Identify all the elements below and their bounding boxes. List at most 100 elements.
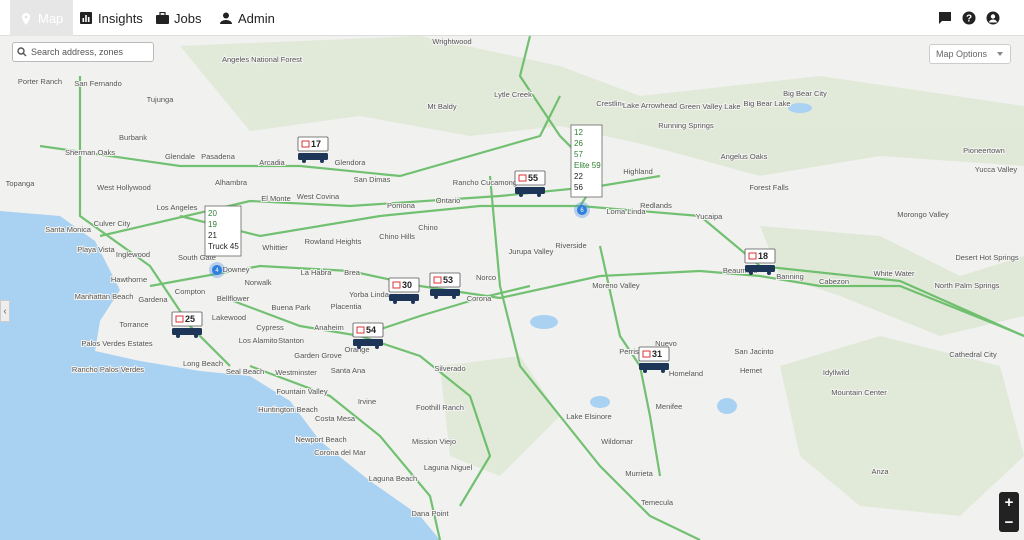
search-box[interactable]: Search address, zones — [12, 42, 154, 62]
cluster-item: 26 — [574, 139, 583, 148]
place-label: San Jacinto — [734, 347, 773, 356]
cluster-item: 56 — [574, 183, 583, 192]
zoom-out[interactable]: − — [999, 512, 1019, 532]
place-label: Yucca Valley — [975, 165, 1018, 174]
truck-wheel — [452, 295, 456, 299]
place-label: La Habra — [301, 268, 333, 277]
place-label: Idyllwild — [823, 368, 849, 377]
place-label: Gardena — [138, 295, 168, 304]
nav-tab[interactable]: Jobs — [146, 0, 211, 36]
place-label: Desert Hot Springs — [955, 253, 1019, 262]
vehicle-marker[interactable]: 30 — [388, 277, 420, 304]
vehicle-marker[interactable]: 53 — [429, 272, 461, 299]
place-label: Nuevo — [655, 339, 677, 348]
place-label: Homeland — [669, 369, 703, 378]
place-label: Seal Beach — [226, 367, 264, 376]
place-label: Big Bear Lake — [743, 99, 790, 108]
nav-bar: ? Map Insights Jobs Admin — [0, 0, 1024, 36]
vehicle-number: 55 — [528, 173, 538, 183]
marker-icon — [748, 252, 757, 260]
tab-icon — [80, 11, 92, 24]
account-icon[interactable] — [986, 11, 1000, 25]
place-label: Highland — [623, 167, 653, 176]
place-label: Rowland Heights — [305, 237, 362, 246]
map-options[interactable]: Map Options — [929, 44, 1011, 64]
vehicle-marker[interactable]: 54 — [352, 322, 384, 349]
truck-wheel — [357, 345, 361, 349]
place-label: Inglewood — [116, 250, 150, 259]
nav-tab[interactable]: Insights — [70, 0, 153, 36]
place-label: Pioneertown — [963, 146, 1005, 155]
place-label: Garden Grove — [294, 351, 342, 360]
chat-icon[interactable] — [938, 11, 952, 25]
place-label: Rancho Cucamonga — [453, 178, 522, 187]
place-label: Anza — [871, 467, 889, 476]
place-label: Lakewood — [212, 313, 246, 322]
place-label: Dana Point — [411, 509, 449, 518]
place-label: Foothill Ranch — [416, 403, 464, 412]
truck-icon — [353, 339, 383, 346]
marker-icon — [518, 174, 527, 182]
place-label: Perris — [619, 347, 639, 356]
zoom-in[interactable]: + — [999, 492, 1019, 512]
place-label: Menifee — [656, 402, 683, 411]
place-label: Lytle Creek — [494, 90, 532, 99]
place-label: Irvine — [358, 397, 376, 406]
vehicle-number: 31 — [652, 349, 662, 359]
place-label: Norwalk — [244, 278, 271, 287]
marker-icon — [392, 281, 401, 289]
truck-wheel — [393, 300, 397, 304]
place-label: Bellflower — [217, 294, 250, 303]
place-label: South Gate — [178, 253, 216, 262]
place-label: Cabezon — [819, 277, 849, 286]
vehicle-marker[interactable]: 31 — [638, 346, 670, 373]
place-label: Santa Monica — [45, 225, 92, 234]
tab-icon — [156, 11, 169, 24]
vehicle-marker[interactable]: 55 — [514, 170, 546, 197]
vehicle-marker[interactable]: 25 — [171, 311, 203, 338]
svg-text:?: ? — [966, 14, 972, 25]
place-label: Beaumont — [723, 266, 758, 275]
place-label: Green Valley Lake — [679, 102, 740, 111]
place-label: West Covina — [297, 192, 340, 201]
truck-wheel — [411, 300, 415, 304]
truck-wheel — [661, 369, 665, 373]
place-label: Lake Arrowhead — [623, 101, 677, 110]
truck-wheel — [537, 193, 541, 197]
place-label: Sherman Oaks — [65, 148, 115, 157]
place-label: Glendale — [165, 152, 195, 161]
place-label: Chino — [418, 223, 438, 232]
cluster-item: Elite 59 — [574, 161, 601, 170]
place-label: Morongo Valley — [897, 210, 949, 219]
help-icon[interactable]: ? — [962, 11, 976, 25]
nav-tab[interactable]: Map — [10, 0, 74, 36]
place-label: Buena Park — [271, 303, 310, 312]
truck-wheel — [434, 295, 438, 299]
place-label: Tujunga — [147, 95, 175, 104]
vehicle-number: 54 — [366, 325, 376, 335]
truck-wheel — [767, 271, 771, 275]
place-label: Mountain Center — [831, 388, 887, 397]
vehicle-number: 18 — [758, 251, 768, 261]
cluster[interactable]: 12 26 57 Elite 59 22 56 6 — [570, 124, 603, 218]
place-label: Anaheim — [314, 323, 344, 332]
vehicle-marker[interactable]: 18 — [744, 248, 776, 275]
marker-icon — [642, 350, 651, 358]
place-label: Manhattan Beach — [75, 292, 134, 301]
place-label: Corona del Mar — [314, 448, 366, 457]
place-label: Angelus Oaks — [721, 152, 768, 161]
map[interactable]: Wrightwood Angeles National Forest Porter … — [0, 36, 1024, 540]
place-label: Long Beach — [183, 359, 223, 368]
collapse-button[interactable]: ‹ — [0, 300, 10, 322]
vehicle-marker[interactable]: 17 — [297, 136, 329, 163]
truck-icon — [639, 363, 669, 370]
place-label: Playa Vista — [77, 245, 115, 254]
nav-tab[interactable]: Admin — [210, 0, 285, 36]
vehicle-number: 53 — [443, 275, 453, 285]
place-label: North Palm Springs — [934, 281, 999, 290]
cluster[interactable]: 20 19 21 Truck 45 4 — [204, 205, 242, 278]
place-label: Chino Hills — [379, 232, 415, 241]
cluster-item: 19 — [208, 220, 217, 229]
place-label: Ontario — [436, 196, 461, 205]
